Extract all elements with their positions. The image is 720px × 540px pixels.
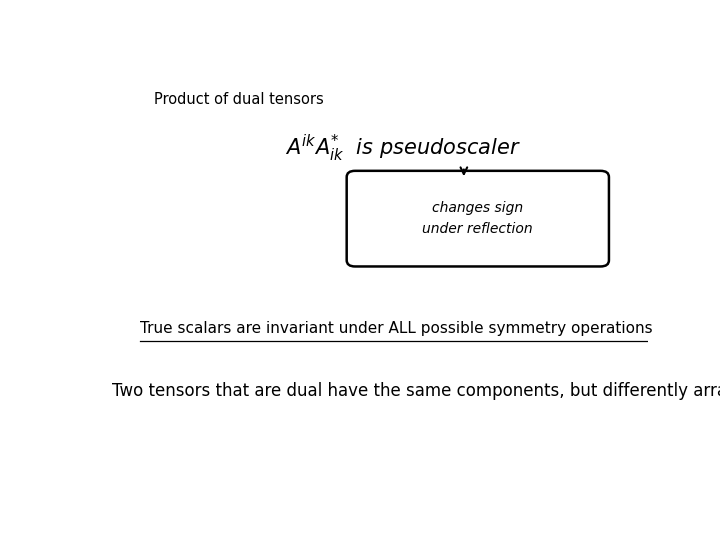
Text: changes sign: changes sign bbox=[432, 201, 523, 215]
Text: $A^{ik} A^{*}_{ik}$  is pseudoscaler: $A^{ik} A^{*}_{ik}$ is pseudoscaler bbox=[284, 132, 521, 164]
Text: Product of dual tensors: Product of dual tensors bbox=[154, 92, 324, 107]
Text: Two tensors that are dual have the same components, but differently arranged.: Two tensors that are dual have the same … bbox=[112, 382, 720, 400]
FancyBboxPatch shape bbox=[347, 171, 609, 266]
Text: True scalars are invariant under ALL possible symmetry operations: True scalars are invariant under ALL pos… bbox=[140, 321, 653, 336]
Text: under reflection: under reflection bbox=[423, 222, 533, 236]
